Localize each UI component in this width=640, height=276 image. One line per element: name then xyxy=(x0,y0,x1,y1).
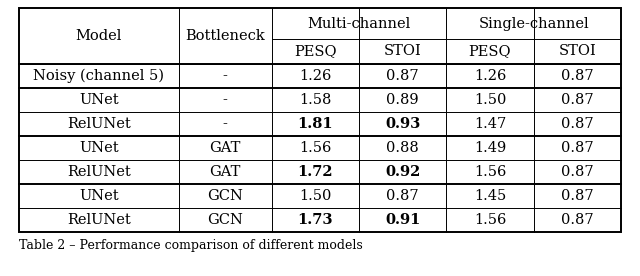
Text: GAT: GAT xyxy=(209,141,241,155)
Text: PESQ: PESQ xyxy=(294,44,337,59)
Text: PESQ: PESQ xyxy=(468,44,511,59)
Text: GCN: GCN xyxy=(207,213,243,227)
Text: 0.87: 0.87 xyxy=(387,189,419,203)
Text: STOI: STOI xyxy=(558,44,596,59)
Text: 0.87: 0.87 xyxy=(561,69,593,83)
Text: 1.49: 1.49 xyxy=(474,141,506,155)
Text: 1.50: 1.50 xyxy=(300,189,332,203)
Text: Bottleneck: Bottleneck xyxy=(186,29,265,43)
Text: 0.87: 0.87 xyxy=(561,165,593,179)
Text: 1.26: 1.26 xyxy=(300,69,332,83)
Text: 0.91: 0.91 xyxy=(385,213,420,227)
Text: 0.89: 0.89 xyxy=(387,93,419,107)
Text: 1.58: 1.58 xyxy=(300,93,332,107)
Text: 1.81: 1.81 xyxy=(298,117,333,131)
Text: 0.93: 0.93 xyxy=(385,117,420,131)
Text: 1.45: 1.45 xyxy=(474,189,506,203)
Text: 1.56: 1.56 xyxy=(474,165,506,179)
Text: 1.56: 1.56 xyxy=(300,141,332,155)
Text: 0.88: 0.88 xyxy=(387,141,419,155)
Text: Model: Model xyxy=(76,29,122,43)
Text: 0.87: 0.87 xyxy=(561,141,593,155)
Text: 0.87: 0.87 xyxy=(561,117,593,131)
Text: -: - xyxy=(223,93,228,107)
Text: UNet: UNet xyxy=(79,189,119,203)
Text: Multi-channel: Multi-channel xyxy=(307,17,411,31)
Text: 1.72: 1.72 xyxy=(298,165,333,179)
Text: Single-channel: Single-channel xyxy=(478,17,589,31)
Text: UNet: UNet xyxy=(79,141,119,155)
Text: Noisy (channel 5): Noisy (channel 5) xyxy=(33,69,164,83)
Text: RelUNet: RelUNet xyxy=(67,165,131,179)
Bar xyxy=(19,8,621,232)
Text: 1.73: 1.73 xyxy=(298,213,333,227)
Text: 0.92: 0.92 xyxy=(385,165,420,179)
Text: 1.47: 1.47 xyxy=(474,117,506,131)
Text: 1.56: 1.56 xyxy=(474,213,506,227)
Text: 0.87: 0.87 xyxy=(561,213,593,227)
Text: UNet: UNet xyxy=(79,93,119,107)
Text: -: - xyxy=(223,69,228,83)
Text: 1.26: 1.26 xyxy=(474,69,506,83)
Text: RelUNet: RelUNet xyxy=(67,213,131,227)
Text: -: - xyxy=(223,117,228,131)
Text: GAT: GAT xyxy=(209,165,241,179)
Text: 1.50: 1.50 xyxy=(474,93,506,107)
Text: 0.87: 0.87 xyxy=(387,69,419,83)
Text: STOI: STOI xyxy=(384,44,422,59)
Text: Table 2 – Performance comparison of different models: Table 2 – Performance comparison of diff… xyxy=(19,239,363,252)
Text: RelUNet: RelUNet xyxy=(67,117,131,131)
Text: GCN: GCN xyxy=(207,189,243,203)
Text: 0.87: 0.87 xyxy=(561,93,593,107)
Text: 0.87: 0.87 xyxy=(561,189,593,203)
